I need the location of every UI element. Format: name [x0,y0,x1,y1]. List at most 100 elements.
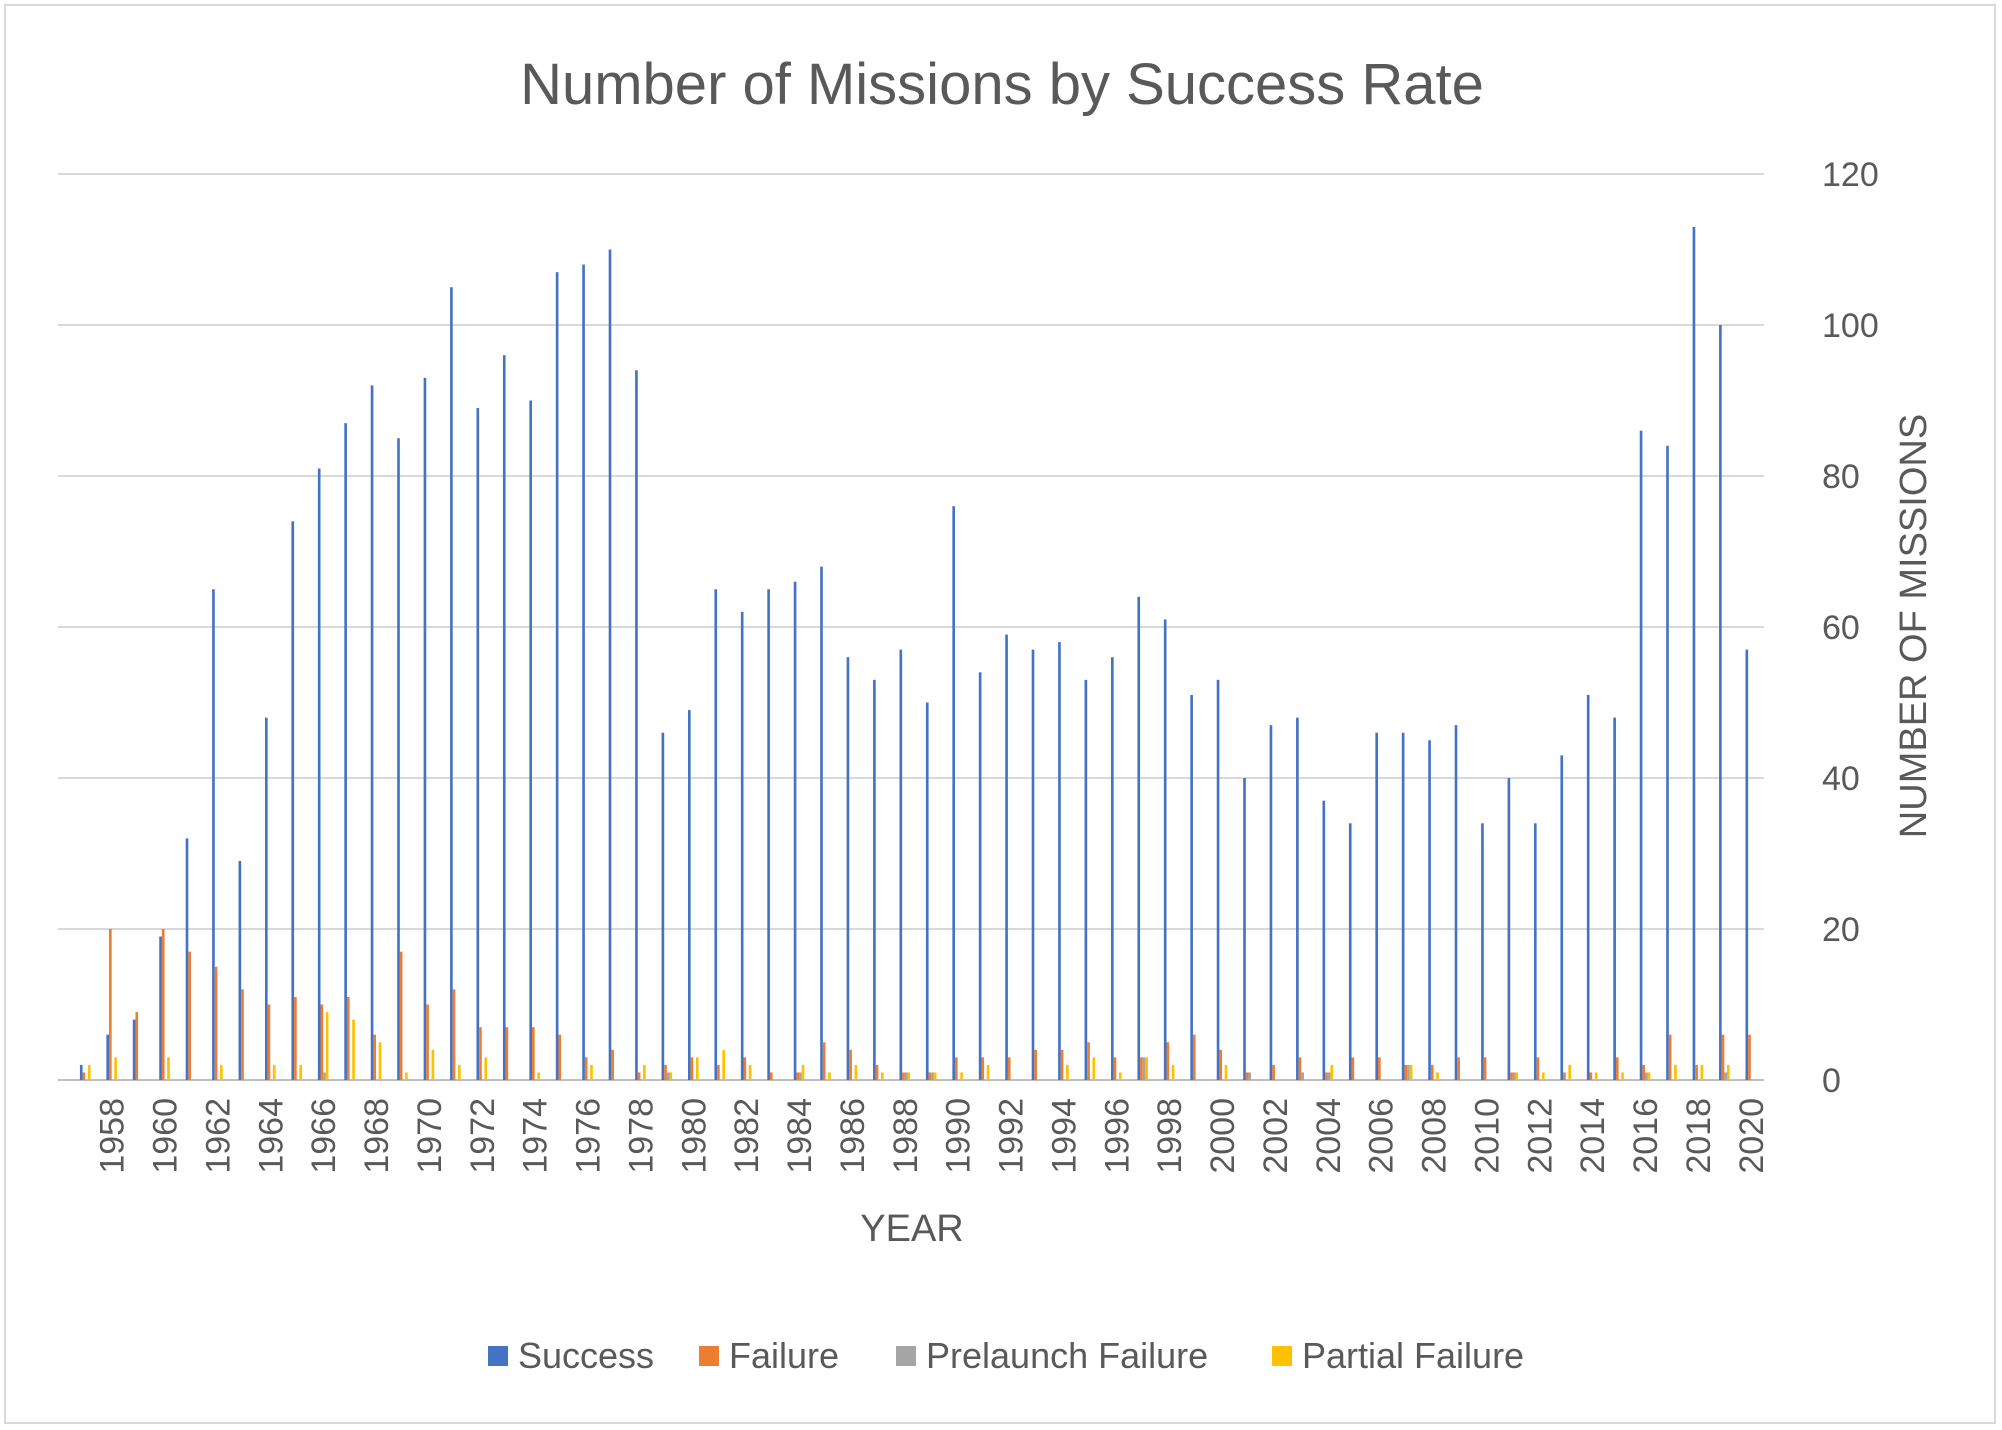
bar-failure [955,1057,958,1080]
bar-partial-failure [1171,1064,1175,1080]
bar-failure [928,1072,932,1080]
bar-success [1454,725,1458,1080]
bar-partial-failure [114,1057,117,1080]
legend-swatch [896,1346,916,1366]
bar-partial-failure [1726,1064,1730,1080]
x-tick-label: 1964 [252,1098,290,1174]
bar-failure [1430,1064,1434,1080]
bar-success [661,732,665,1080]
bar-partial-failure [1118,1072,1122,1080]
bar-failure [1219,1049,1223,1080]
legend-swatch [699,1346,719,1366]
bar-success [238,861,242,1080]
legend-label: Success [518,1335,654,1376]
bar-partial-failure [880,1072,884,1080]
bar-success [1269,725,1273,1080]
bar-failure [1510,1072,1513,1080]
bar-prelaunch-failure [1407,1064,1410,1080]
bar-success [1084,679,1088,1080]
bar-failure [267,1004,271,1080]
x-tick-label: 1996 [1098,1098,1136,1174]
bar-partial-failure [669,1072,673,1080]
bar-success [846,657,850,1080]
bar-failure [1087,1042,1090,1080]
chart-frame: Number of Missions by Success Rate 0 20 40… [4,4,1996,1424]
bar-success [1560,755,1564,1080]
bar-failure [1483,1057,1487,1080]
bar-failure [532,1027,535,1080]
bar-failure [373,1034,377,1080]
bar-partial-failure [590,1064,593,1080]
x-tick-label: 2018 [1680,1098,1718,1174]
y-tick-label: 0 [1822,1062,1841,1100]
bar-partial-failure [1515,1072,1519,1080]
bar-failure [1642,1064,1646,1080]
bar-failure [637,1072,641,1080]
bar-success [1481,823,1484,1080]
x-tick-label: 1984 [781,1098,819,1174]
bar-failure [1563,1072,1566,1080]
bar-success [1005,634,1008,1080]
bar-success [1031,649,1035,1080]
bar-failure [1721,1034,1725,1080]
bar-prelaunch-failure [1301,1072,1304,1080]
bar-success [529,400,533,1080]
bar-failure [161,929,165,1080]
legend-swatch [488,1346,508,1366]
bar-success [1428,740,1431,1080]
bar-failure [320,1004,324,1080]
y-tick-label: 60 [1822,609,1860,647]
bar-partial-failure [325,1012,329,1080]
x-tick-label: 2020 [1733,1098,1771,1174]
bar-failure [1351,1057,1355,1080]
bar-success [1190,694,1193,1080]
bar-success [1719,325,1722,1080]
bar-failure [1536,1057,1540,1080]
bar-partial-failure [1568,1064,1572,1080]
bar-prelaunch-failure [1512,1072,1516,1080]
x-tick-label: 1976 [570,1098,608,1174]
bar-failure [426,1004,429,1080]
bar-partial-failure [537,1072,540,1080]
bar-prelaunch-failure [1327,1072,1331,1080]
bar-success [317,468,321,1080]
bar-partial-failure [272,1064,276,1080]
bar-success [767,589,770,1080]
x-tick-label: 1994 [1045,1098,1083,1174]
x-axis-ticks: 1958 1960 1962 1964 1966 1968 1970 1972 1974 1976… [94,1098,1771,1174]
bar-partial-failure [484,1057,488,1080]
bar-partial-failure [431,1049,435,1080]
bar-success [1375,732,1379,1080]
bar-success [952,506,956,1080]
x-tick-label: 2000 [1204,1098,1242,1174]
bar-partial-failure [299,1064,303,1080]
bar-success [1586,694,1590,1080]
bar-partial-failure [1145,1057,1149,1080]
bar-success [899,649,903,1080]
bar-failure [399,951,403,1080]
bar-success [1110,657,1114,1080]
bar-failure [822,1042,826,1080]
x-tick-label: 1960 [147,1098,185,1174]
bar-failure [505,1027,509,1080]
bar-prelaunch-failure [1248,1072,1252,1080]
bar-partial-failure [643,1064,646,1080]
bar-failure [1378,1057,1381,1080]
chart: Number of Missions by Success Rate 0 20 40… [58,52,1935,1376]
bar-prelaunch-failure [799,1072,802,1080]
gridlines [58,173,1764,1081]
bar-failure [109,929,112,1080]
bar-failure [294,996,297,1080]
bar-partial-failure [352,1019,355,1080]
x-tick-label: 2010 [1468,1098,1506,1174]
bar-failure [1113,1057,1117,1080]
bar-partial-failure [854,1064,858,1080]
x-tick-label: 1990 [940,1098,978,1174]
bar-partial-failure [801,1064,805,1080]
bar-success [502,355,506,1080]
bar-failure [611,1049,614,1080]
bar-success [159,936,162,1080]
x-tick-label: 1978 [622,1098,660,1174]
bar-success [1058,642,1061,1080]
bar-partial-failure [1330,1064,1334,1080]
